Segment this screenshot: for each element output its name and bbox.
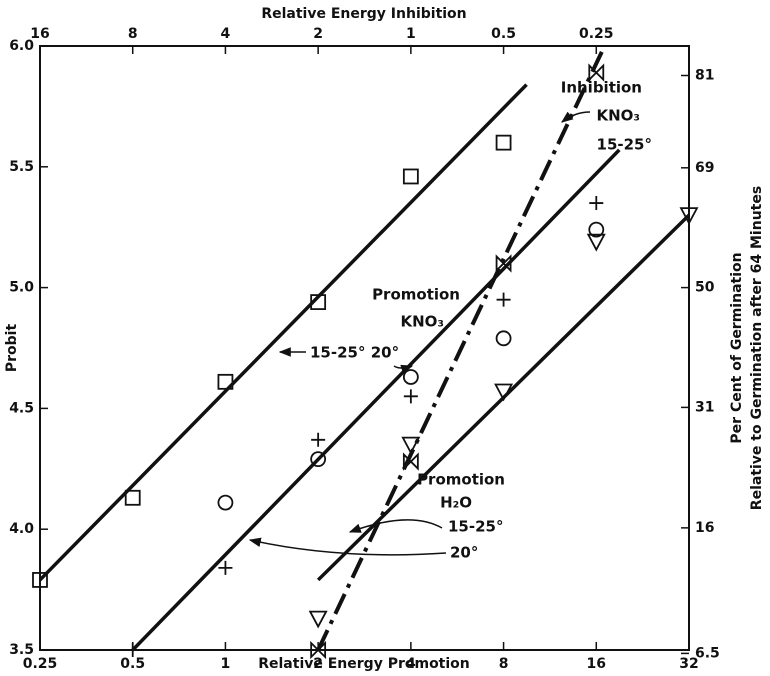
x-tick-label: 0.25: [23, 656, 58, 672]
y2-tick-label: 50: [695, 280, 715, 296]
point: [310, 640, 327, 660]
point: [588, 63, 605, 82]
point: [402, 369, 419, 385]
y-tick-label: 6.0: [9, 38, 34, 54]
arrow: [561, 111, 591, 123]
annotation: H₂O: [440, 494, 472, 512]
annotation: 15-25°: [448, 518, 503, 536]
arrow: [348, 519, 443, 533]
point: [402, 168, 419, 185]
point: [32, 572, 48, 588]
point: [495, 134, 512, 151]
fit-line: [316, 213, 691, 582]
plot-frame: [39, 45, 690, 651]
x-tick-label: 4: [406, 656, 416, 672]
annotation: Promotion: [417, 471, 505, 489]
fit-line: [38, 83, 528, 582]
point: [308, 610, 328, 629]
y2-tick-label: 69: [695, 160, 714, 176]
y-tick-label: 5.0: [9, 280, 34, 296]
x-tick-label: 2: [313, 656, 323, 672]
point: [403, 389, 418, 404]
point: [310, 451, 327, 468]
x2-tick-label: 0.25: [579, 26, 614, 42]
fit-line: [131, 148, 621, 652]
x2-tick-label: 1: [406, 26, 416, 42]
x2-tick-label: 16: [30, 26, 49, 42]
x-tick-label: 32: [679, 656, 698, 672]
point: [218, 560, 233, 575]
x2-tick-label: 4: [221, 26, 231, 42]
point: [311, 432, 326, 447]
y-axis-label: Probit: [4, 324, 20, 373]
x-axis-label: Relative Energy Promotion: [258, 656, 470, 672]
x2-tick-label: 0.5: [491, 26, 516, 42]
annotation: 20°: [450, 544, 478, 562]
y-tick-label: 4.0: [9, 521, 34, 537]
point: [125, 643, 140, 657]
y2-tick-label: 81: [695, 68, 714, 84]
point: [588, 221, 605, 238]
point: [401, 436, 421, 455]
point: [679, 207, 699, 226]
y-tick-label: 5.5: [9, 159, 34, 175]
x2-axis-label: Relative Energy Inhibition: [261, 6, 466, 22]
y-tick-label: 4.5: [9, 400, 34, 416]
y-tick-label: 3.5: [9, 642, 34, 658]
x2-tick-label: 8: [128, 26, 138, 42]
point: [402, 452, 419, 471]
annotation: KNO₃: [401, 313, 445, 331]
point: [124, 489, 141, 506]
point: [495, 330, 512, 347]
y2-tick-label: 16: [695, 520, 714, 536]
point: [217, 494, 234, 511]
y2-axis-label: Relative to Germination after 64 Minutes: [749, 186, 765, 510]
point: [589, 196, 604, 211]
fit-line: [316, 45, 607, 651]
x-tick-label: 16: [587, 656, 606, 672]
y2-tick-label: 6.5: [695, 645, 720, 661]
y2-tick-label: 31: [695, 399, 714, 415]
annotation: 15-25° 20°: [310, 344, 399, 362]
y2-axis-label: Per Cent of Germination: [729, 252, 745, 443]
x2-tick-label: 2: [313, 26, 323, 42]
annotation: Inhibition: [561, 79, 642, 97]
annotation: 15-25°: [597, 136, 652, 154]
point: [586, 233, 606, 252]
x-tick-label: 0.5: [120, 656, 145, 672]
x-tick-label: 8: [499, 656, 509, 672]
annotation: Promotion: [372, 286, 460, 304]
x-tick-label: 1: [221, 656, 231, 672]
point: [496, 292, 511, 307]
annotation: KNO₃: [597, 107, 641, 125]
